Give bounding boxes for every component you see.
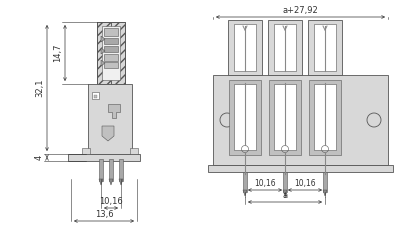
Bar [104, 54, 118, 61]
Polygon shape [283, 190, 287, 196]
Bar [213, 75, 388, 165]
Bar [68, 154, 140, 161]
Bar [99, 159, 103, 181]
Bar [119, 159, 123, 181]
Bar [314, 84, 336, 150]
Bar [234, 84, 256, 150]
Polygon shape [119, 179, 123, 185]
Bar [274, 84, 296, 150]
Bar [88, 84, 132, 154]
Polygon shape [101, 48, 105, 54]
Bar [274, 24, 296, 71]
Polygon shape [102, 126, 114, 141]
Bar [104, 62, 118, 68]
Text: 32,1: 32,1 [35, 79, 44, 97]
Text: 10,16: 10,16 [99, 197, 123, 206]
Bar [314, 24, 336, 71]
Text: 10,16: 10,16 [254, 179, 276, 188]
Bar [104, 46, 118, 52]
Bar [109, 159, 113, 181]
Bar [234, 24, 256, 71]
Bar [243, 172, 247, 192]
Bar [269, 80, 301, 155]
Bar [229, 80, 261, 155]
Bar [283, 172, 287, 192]
Bar [308, 20, 342, 75]
Bar [228, 20, 262, 75]
Polygon shape [109, 179, 113, 185]
Bar [208, 165, 393, 172]
Bar [82, 148, 90, 158]
Text: 14,7: 14,7 [53, 44, 62, 62]
Polygon shape [243, 190, 247, 196]
Bar [130, 148, 138, 158]
Polygon shape [108, 104, 120, 118]
Bar [92, 92, 99, 99]
Polygon shape [101, 36, 105, 42]
Bar [97, 22, 125, 84]
Polygon shape [99, 179, 103, 185]
Bar [104, 38, 118, 44]
Text: a+27,92: a+27,92 [283, 6, 318, 15]
Bar [104, 28, 118, 36]
Bar [102, 26, 120, 80]
Text: 4: 4 [35, 155, 44, 160]
Polygon shape [101, 60, 105, 66]
Text: 13,6: 13,6 [95, 210, 113, 219]
Bar [268, 20, 302, 75]
Bar [97, 22, 111, 84]
Text: a: a [282, 191, 288, 200]
Polygon shape [323, 190, 327, 196]
Bar [309, 80, 341, 155]
Bar [323, 172, 327, 192]
Text: 10,16: 10,16 [294, 179, 316, 188]
Bar [111, 22, 125, 84]
Bar [94, 95, 97, 98]
